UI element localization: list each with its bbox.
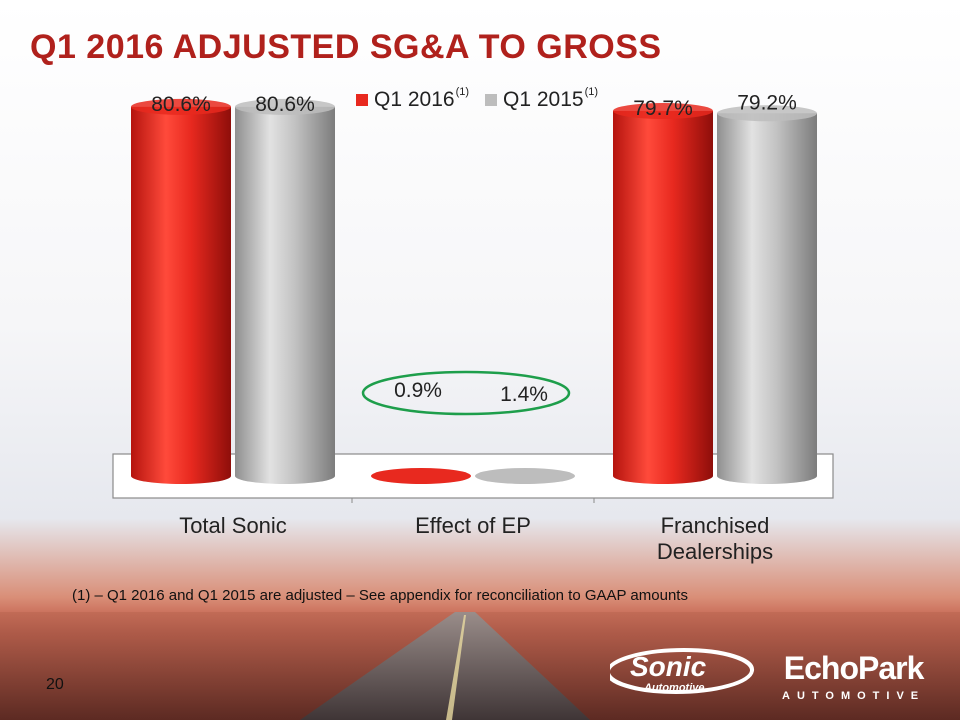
legend-swatch-gray: [485, 94, 498, 106]
data-label-franchised-dealerships-q1-2016: 79.7%: [633, 97, 693, 120]
category-label-line: Total Sonic: [179, 513, 287, 538]
bar-base-total-sonic-q1-2016: [131, 468, 231, 484]
sonic-automotive-logo: Sonic Automotive: [610, 648, 755, 694]
bar-top-total-sonic-q1-2016: [131, 98, 231, 115]
data-label-effect-of-ep-q1-2015: 1.4%: [500, 383, 548, 406]
category-label-line: Effect of EP: [415, 513, 531, 538]
bar-base-franchised-dealerships-q1-2016: [613, 468, 713, 484]
bar-top-total-sonic-q1-2015: [235, 98, 335, 115]
category-label-1: Effect of EP: [415, 513, 531, 538]
page-number: 20: [46, 676, 64, 693]
bar-base-franchised-dealerships-q1-2015: [717, 468, 817, 484]
category-label-2: Franchised Dealerships: [657, 513, 773, 564]
legend-item-q1-2016: Q1 2016 (1): [356, 86, 470, 112]
bar-top-franchised-dealerships-q1-2015: [717, 105, 817, 122]
legend-label: Q1 2016: [374, 88, 455, 111]
highlight-ellipse: [361, 370, 571, 416]
bar-effect-of-ep-q1-2016: [371, 468, 471, 484]
bar-effect-of-ep-q1-2015: [475, 468, 575, 484]
chart-legend: Q1 2016 (1) Q1 2015 (1): [356, 86, 599, 112]
category-label-line: Franchised: [661, 513, 770, 538]
legend-swatch-red: [356, 94, 368, 106]
slide-title: Q1 2016 ADJUSTED SG&A TO GROSS: [30, 28, 662, 66]
bar-total-sonic-q1-2016: [131, 106, 231, 477]
bar-base-total-sonic-q1-2015: [235, 468, 335, 484]
echopark-logo-word: EchoPark: [783, 650, 925, 686]
footnote: (1) – Q1 2016 and Q1 2015 are adjusted –…: [72, 587, 688, 604]
data-label-total-sonic-q1-2015: 80.6%: [255, 93, 315, 116]
data-label-effect-of-ep-q1-2016: 0.9%: [394, 379, 442, 402]
data-label-franchised-dealerships-q1-2015: 79.2%: [737, 91, 797, 114]
echopark-automotive-logo: EchoPark AUTOMOTIVE: [782, 650, 925, 702]
legend-superscript: (1): [455, 86, 470, 98]
echopark-logo-sub: AUTOMOTIVE: [782, 690, 926, 702]
category-label-line: Dealerships: [657, 539, 773, 564]
bar-franchised-dealerships-q1-2016: [613, 110, 713, 476]
category-label-0: Total Sonic: [179, 513, 287, 538]
bar-total-sonic-q1-2015: [235, 106, 335, 477]
legend-item-q1-2015: Q1 2015 (1): [485, 86, 599, 112]
sonic-logo-word: Sonic: [630, 651, 707, 682]
bar-franchised-dealerships-q1-2015: [717, 113, 817, 476]
data-label-total-sonic-q1-2016: 80.6%: [151, 93, 211, 116]
bar-top-franchised-dealerships-q1-2016: [613, 102, 713, 119]
legend-superscript: (1): [584, 86, 599, 98]
legend-label: Q1 2015: [503, 88, 584, 111]
sonic-logo-sub: Automotive: [643, 682, 705, 694]
